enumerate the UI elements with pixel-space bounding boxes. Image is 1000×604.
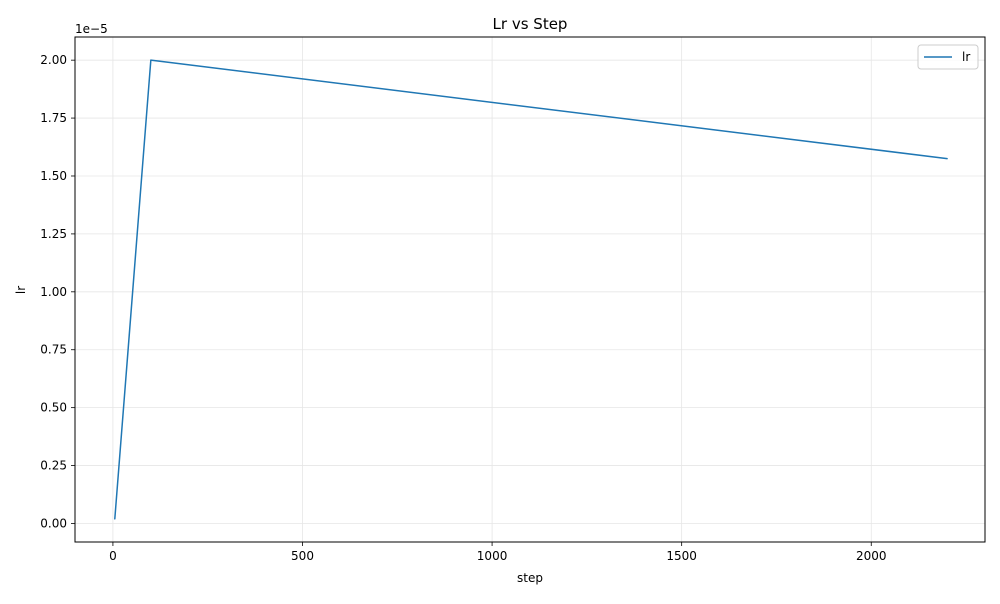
y-tick-label: 1.50 xyxy=(40,169,67,183)
y-axis-ticks: 0.00 0.25 0.50 0.75 1.00 1.25 1.50 1.75 2.00 xyxy=(40,53,75,530)
y-tick-label: 1.25 xyxy=(40,227,67,241)
y-tick-label: 1.00 xyxy=(40,285,67,299)
legend-label-lr: lr xyxy=(962,50,970,64)
y-tick-label: 0.00 xyxy=(40,516,67,530)
x-tick-label: 1000 xyxy=(477,549,508,563)
y-tick-label: 2.00 xyxy=(40,53,67,67)
x-tick-label: 0 xyxy=(109,549,117,563)
y-tick-label: 0.50 xyxy=(40,401,67,415)
y-axis-scale-label: 1e−5 xyxy=(75,22,108,36)
x-tick-label: 2000 xyxy=(856,549,887,563)
x-tick-label: 1500 xyxy=(666,549,697,563)
series-line-lr xyxy=(114,59,948,520)
axes-frame xyxy=(74,36,986,543)
x-axis-label: step xyxy=(517,571,543,585)
chart-title: Lr vs Step xyxy=(493,15,568,33)
y-tick-label: 0.25 xyxy=(40,459,67,473)
x-axis-ticks: 0 500 1000 1500 2000 xyxy=(109,542,887,563)
legend: lr xyxy=(917,44,979,70)
y-axis-label: lr xyxy=(14,286,28,294)
y-tick-label: 1.75 xyxy=(40,111,67,125)
y-tick-label: 0.75 xyxy=(40,343,67,357)
series-layer xyxy=(114,59,948,520)
grid xyxy=(75,37,985,542)
x-tick-label: 500 xyxy=(291,549,314,563)
